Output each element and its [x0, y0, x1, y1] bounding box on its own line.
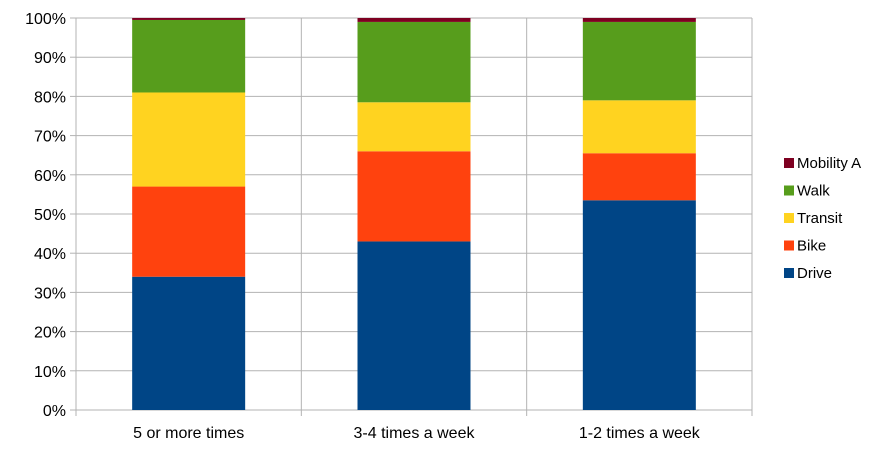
legend-swatch-bike: [784, 240, 794, 251]
bar-segment-drive: [357, 241, 471, 410]
x-tick-label: 1-2 times a week: [579, 425, 701, 442]
y-tick-label: 30%: [34, 285, 66, 302]
y-tick-label: 40%: [34, 246, 66, 263]
bar-segment-bike: [357, 151, 471, 242]
legend-label-mobility-a: Mobility A: [797, 155, 861, 172]
bar-segment-walk: [132, 19, 246, 93]
bar-segment-transit: [582, 100, 696, 154]
y-tick-label: 20%: [34, 325, 66, 342]
legend-swatch-drive: [784, 268, 794, 278]
bar-segment-mobility-a: [357, 18, 471, 22]
bar-segment-transit: [132, 92, 246, 187]
x-tick-label: 3-4 times a week: [354, 425, 476, 442]
bar-segment-drive: [582, 200, 696, 410]
legend-swatch-transit: [784, 213, 794, 223]
y-tick-label: 90%: [34, 50, 66, 67]
legend-swatch-walk: [784, 185, 794, 196]
y-tick-label: 80%: [34, 89, 66, 106]
bar-segment-mobility-a: [582, 18, 696, 22]
bar-segment-walk: [357, 21, 471, 103]
bar-segment-drive: [132, 276, 246, 410]
legend-label-transit: Transit: [797, 210, 843, 227]
bar-segment-mobility-a: [132, 18, 246, 20]
y-tick-label: 60%: [34, 168, 66, 185]
bars: [132, 18, 696, 410]
legend: Mobility A Walk Transit Bike Drive: [784, 155, 861, 282]
y-tick-label: 100%: [25, 11, 66, 28]
bar-segment-bike: [132, 186, 246, 277]
legend-label-bike: Bike: [797, 238, 826, 255]
y-tick-label: 70%: [34, 129, 66, 146]
y-tick-label: 0%: [43, 403, 66, 420]
bar-segment-bike: [582, 153, 696, 201]
y-tick-label: 50%: [34, 207, 66, 224]
bar-segment-transit: [357, 102, 471, 152]
x-tick-label: 5 or more times: [133, 425, 244, 442]
y-tick-label: 10%: [34, 364, 66, 381]
bar-segment-walk: [582, 21, 696, 101]
legend-swatch-mobility-a: [784, 158, 794, 168]
legend-label-walk: Walk: [797, 183, 830, 200]
legend-label-drive: Drive: [797, 265, 832, 282]
axes: 0% 10% 20% 30% 40% 50% 60% 70% 80% 90% 100% 5 or mo…: [25, 11, 701, 442]
